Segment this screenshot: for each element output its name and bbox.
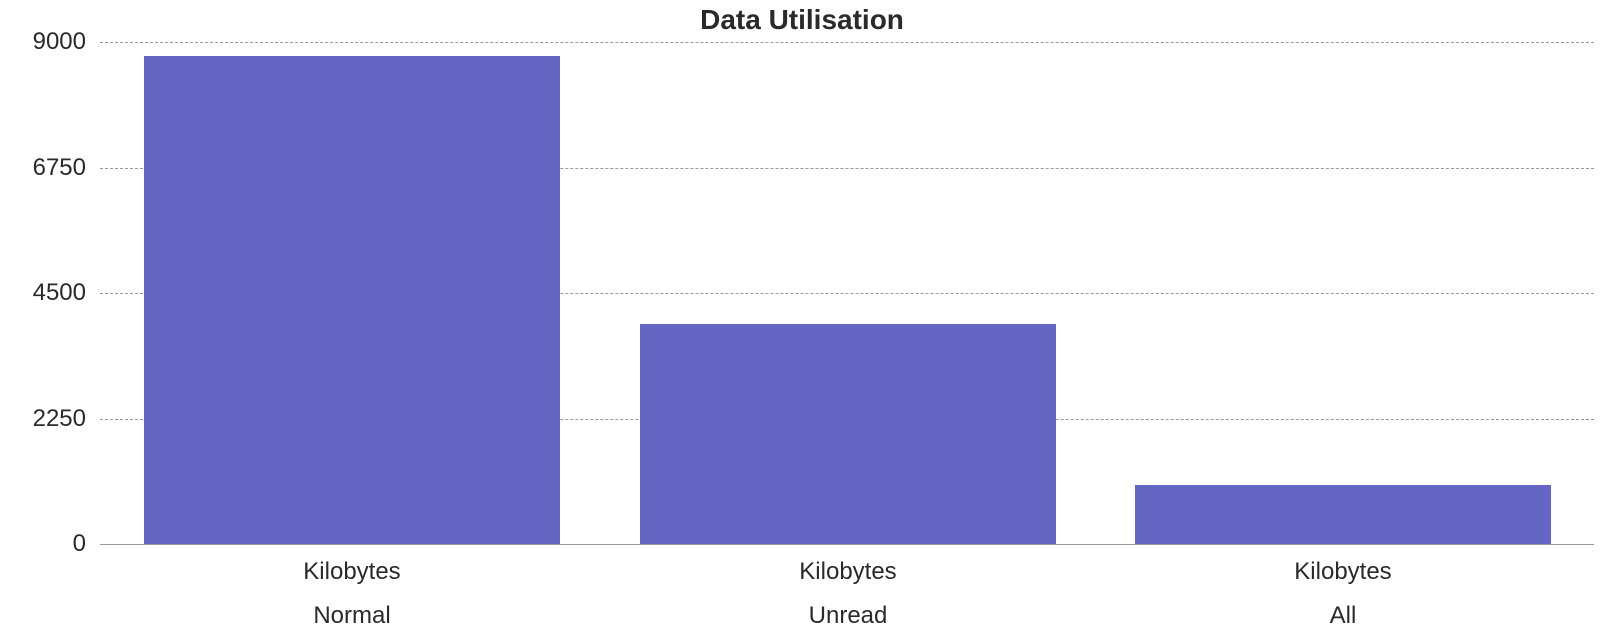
gridline	[100, 42, 1594, 43]
chart-title: Data Utilisation	[0, 4, 1604, 36]
y-tick-label: 2250	[6, 405, 86, 433]
bar	[1135, 485, 1551, 544]
bar	[144, 56, 560, 544]
plot-area	[100, 42, 1594, 544]
y-tick-label: 4500	[6, 279, 86, 307]
x-group-label: Normal	[144, 602, 560, 630]
data-utilisation-chart: Data Utilisation 0 2250 4500 6750 9000 Kiloby…	[0, 0, 1604, 642]
x-unit-label: Kilobytes	[640, 558, 1056, 586]
x-unit-label: Kilobytes	[144, 558, 560, 586]
bar	[640, 324, 1056, 544]
x-group-label: All	[1135, 602, 1551, 630]
y-tick-label: 6750	[6, 154, 86, 182]
y-tick-label: 0	[6, 530, 86, 558]
y-tick-label: 9000	[6, 28, 86, 56]
x-unit-label: Kilobytes	[1135, 558, 1551, 586]
x-axis-baseline	[100, 544, 1594, 545]
x-group-label: Unread	[640, 602, 1056, 630]
